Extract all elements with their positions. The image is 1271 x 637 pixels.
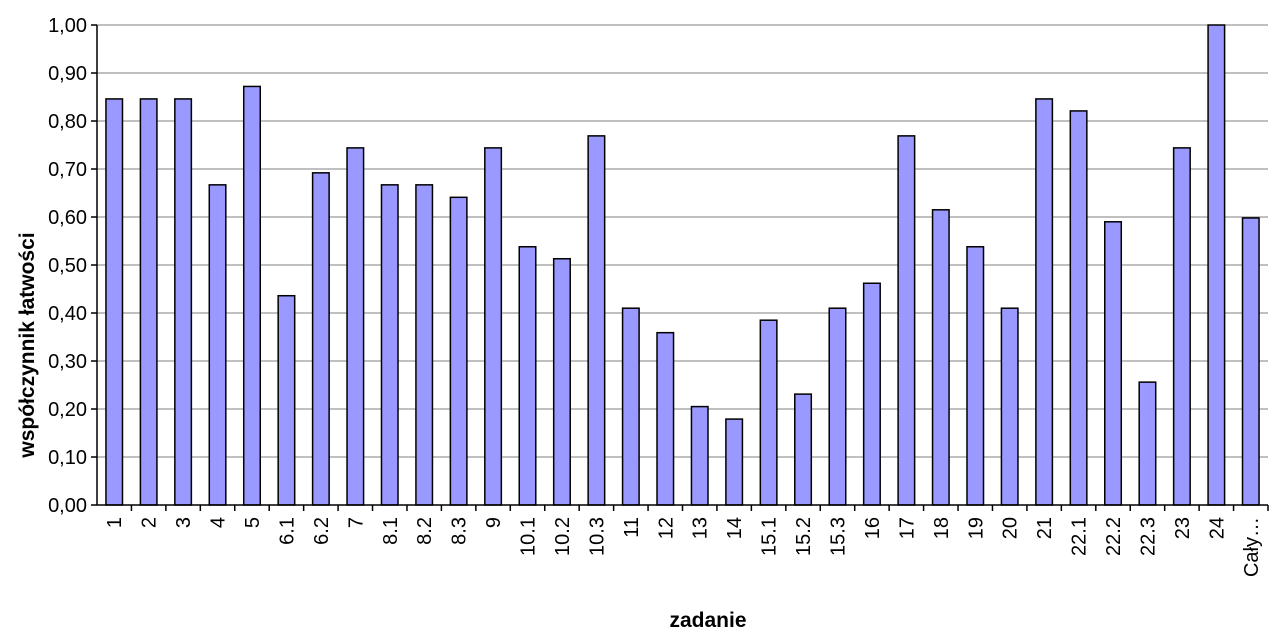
x-tick-label: 5 bbox=[242, 517, 264, 528]
x-tick-label: 13 bbox=[690, 517, 712, 539]
gridlines bbox=[97, 24, 1268, 458]
y-tick-label: 0,00 bbox=[48, 495, 87, 517]
bar bbox=[552, 258, 571, 506]
y-tick-label: 0,70 bbox=[48, 159, 87, 181]
x-tick-label: 21 bbox=[1034, 517, 1056, 539]
bar bbox=[139, 98, 158, 506]
bar bbox=[1035, 98, 1054, 506]
bar bbox=[1241, 217, 1260, 506]
y-axis-ticks: 0,00 0,10 0,20 0,30 0,40 0,50 0,60 0,70 0,80 0,90… bbox=[48, 15, 97, 517]
bar bbox=[311, 172, 330, 506]
x-tick-label: 4 bbox=[208, 517, 230, 528]
bar bbox=[1069, 110, 1088, 506]
bar bbox=[931, 209, 950, 506]
y-tick-label: 0,60 bbox=[48, 207, 87, 229]
bar bbox=[484, 147, 503, 506]
bar bbox=[621, 307, 640, 506]
y-tick-label: 0,30 bbox=[48, 351, 87, 373]
bar bbox=[794, 393, 813, 506]
bar bbox=[105, 98, 124, 506]
x-axis-title: zadanie bbox=[669, 609, 746, 632]
y-axis-title: współczynnik łatwości bbox=[16, 232, 39, 458]
bar bbox=[828, 307, 847, 506]
x-tick-label: 22.3 bbox=[1137, 517, 1159, 556]
bar bbox=[759, 319, 778, 506]
x-tick-label: 22.2 bbox=[1103, 517, 1125, 556]
y-tick-label: 0,10 bbox=[48, 447, 87, 469]
x-tick-label: 8.2 bbox=[414, 517, 436, 545]
x-tick-label: 23 bbox=[1172, 517, 1194, 539]
x-tick-label: 3 bbox=[173, 517, 195, 528]
x-tick-label: 18 bbox=[931, 517, 953, 539]
bars bbox=[105, 24, 1260, 506]
bar bbox=[174, 98, 193, 506]
bar bbox=[897, 135, 916, 506]
bar bbox=[1207, 24, 1226, 506]
x-tick-label: 2 bbox=[139, 517, 161, 528]
x-tick-label: 15.3 bbox=[827, 517, 849, 556]
x-tick-label: 19 bbox=[965, 517, 987, 539]
bar bbox=[277, 294, 296, 506]
bar bbox=[862, 282, 881, 506]
x-tick-label: Cały… bbox=[1241, 517, 1263, 577]
x-tick-label: 11 bbox=[621, 517, 643, 538]
bar bbox=[656, 331, 675, 506]
x-tick-label: 8.1 bbox=[380, 517, 402, 545]
bar bbox=[725, 418, 744, 506]
x-tick-label: 15.2 bbox=[793, 517, 815, 556]
bar bbox=[208, 184, 227, 506]
bar bbox=[415, 184, 434, 506]
x-tick-label: 15.1 bbox=[759, 517, 781, 556]
x-tick-label: 12 bbox=[655, 517, 677, 539]
x-tick-label: 7 bbox=[345, 517, 367, 528]
bar bbox=[1172, 147, 1191, 506]
bar bbox=[1138, 381, 1157, 506]
x-tick-label: 1 bbox=[104, 517, 126, 528]
bar bbox=[966, 246, 985, 506]
x-tick-label: 20 bbox=[1000, 517, 1022, 539]
x-tick-label: 9 bbox=[483, 517, 505, 528]
x-tick-label: 22.1 bbox=[1069, 517, 1091, 556]
y-tick-label: 0,50 bbox=[48, 255, 87, 277]
bar bbox=[346, 147, 365, 506]
bar bbox=[380, 184, 399, 506]
y-tick-label: 0,40 bbox=[48, 303, 87, 325]
x-tick-label: 10.3 bbox=[586, 517, 608, 556]
x-tick-label: 8.3 bbox=[449, 517, 471, 545]
x-tick-label: 10.2 bbox=[552, 517, 574, 556]
x-tick-label: 17 bbox=[896, 517, 918, 539]
x-tick-label: 24 bbox=[1206, 517, 1228, 539]
y-tick-label: 0,90 bbox=[48, 63, 87, 85]
y-tick-label: 1,00 bbox=[48, 15, 87, 37]
bar bbox=[1000, 307, 1019, 506]
x-tick-label: 6.1 bbox=[276, 517, 298, 545]
x-tick-label: 10.1 bbox=[518, 517, 540, 556]
bar bbox=[690, 405, 709, 506]
y-tick-label: 0,20 bbox=[48, 399, 87, 421]
y-tick-label: 0,80 bbox=[48, 111, 87, 133]
x-tick-label: 6.2 bbox=[311, 517, 333, 545]
bar bbox=[1103, 221, 1123, 506]
bar bbox=[242, 85, 262, 506]
x-axis-ticks: 1 2 3 4 5 6.1 6.2 7 8.1 8.2 8.3 9 10.1 10.2 10.3 11 12 13… bbox=[104, 505, 1269, 577]
bar bbox=[518, 246, 537, 506]
x-tick-label: 16 bbox=[862, 517, 884, 539]
bar bbox=[587, 135, 606, 506]
bar bbox=[449, 196, 468, 506]
x-tick-label: 14 bbox=[724, 517, 746, 539]
